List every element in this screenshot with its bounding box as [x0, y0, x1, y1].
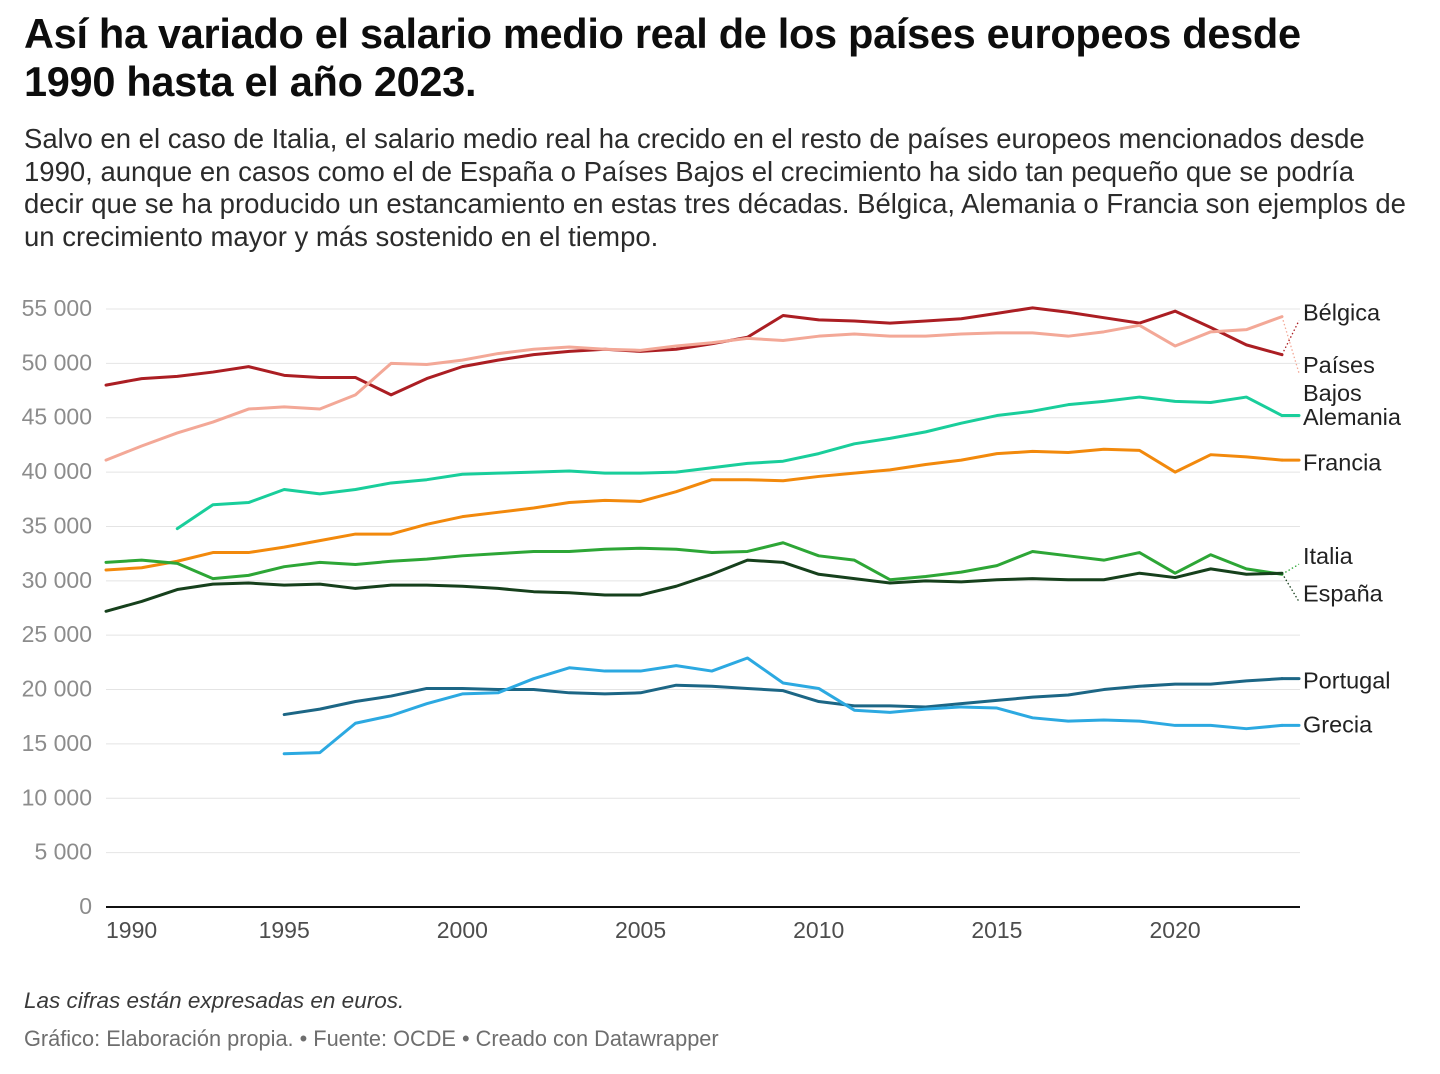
svg-text:Grecia: Grecia	[1303, 712, 1373, 738]
svg-text:Portugal: Portugal	[1303, 668, 1391, 694]
svg-text:2020: 2020	[1150, 917, 1201, 943]
svg-text:1995: 1995	[259, 917, 310, 943]
svg-text:10 000: 10 000	[22, 784, 92, 810]
svg-text:15 000: 15 000	[22, 730, 92, 756]
svg-text:2005: 2005	[615, 917, 666, 943]
svg-text:Italia: Italia	[1303, 543, 1354, 569]
svg-text:35 000: 35 000	[22, 512, 92, 538]
svg-text:2000: 2000	[437, 917, 488, 943]
svg-text:1990: 1990	[106, 917, 157, 943]
svg-text:30 000: 30 000	[22, 567, 92, 593]
svg-text:0: 0	[79, 893, 92, 919]
svg-text:Bajos: Bajos	[1303, 380, 1362, 406]
svg-text:Países: Países	[1303, 352, 1375, 378]
svg-text:40 000: 40 000	[22, 458, 92, 484]
svg-text:Francia: Francia	[1303, 450, 1382, 476]
svg-text:45 000: 45 000	[22, 404, 92, 430]
svg-text:20 000: 20 000	[22, 676, 92, 702]
svg-text:2015: 2015	[971, 917, 1022, 943]
svg-text:50 000: 50 000	[22, 349, 92, 375]
svg-text:55 000: 55 000	[22, 295, 92, 321]
svg-text:2010: 2010	[793, 917, 844, 943]
svg-text:Bélgica: Bélgica	[1303, 300, 1381, 326]
svg-text:5 000: 5 000	[34, 839, 92, 865]
svg-text:25 000: 25 000	[22, 621, 92, 647]
svg-text:España: España	[1303, 581, 1384, 607]
svg-text:Alemania: Alemania	[1303, 404, 1402, 430]
